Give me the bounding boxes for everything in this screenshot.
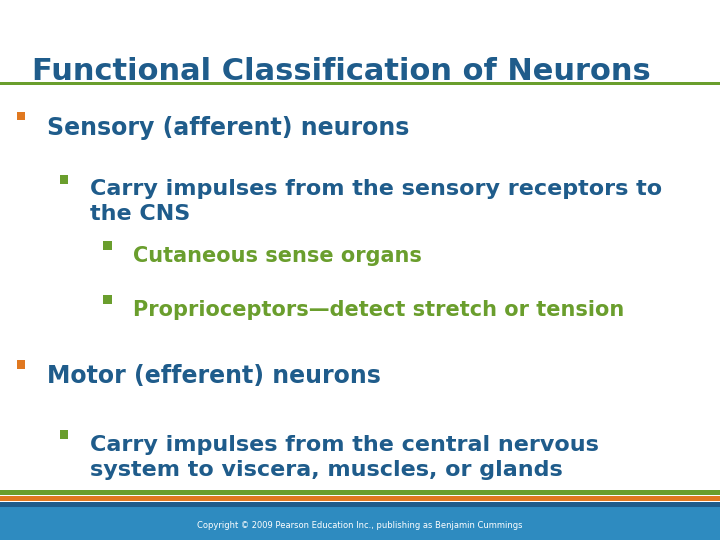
Text: Carry impulses from the sensory receptors to
the CNS: Carry impulses from the sensory receptor… <box>90 179 662 224</box>
Bar <box>60 175 68 184</box>
Bar <box>0 507 720 540</box>
Text: Proprioceptors—detect stretch or tension: Proprioceptors—detect stretch or tension <box>133 300 624 320</box>
Bar <box>103 241 112 250</box>
Bar <box>103 295 112 304</box>
Bar <box>17 360 25 369</box>
Bar <box>0 490 720 495</box>
Text: Motor (efferent) neurons: Motor (efferent) neurons <box>47 364 381 388</box>
Bar <box>0 502 720 507</box>
Bar <box>0 82 720 85</box>
Bar <box>0 496 720 501</box>
Text: Carry impulses from the central nervous
system to viscera, muscles, or glands: Carry impulses from the central nervous … <box>90 435 599 480</box>
Text: Cutaneous sense organs: Cutaneous sense organs <box>133 246 422 266</box>
Text: Functional Classification of Neurons: Functional Classification of Neurons <box>32 57 651 86</box>
Text: Sensory (afferent) neurons: Sensory (afferent) neurons <box>47 116 409 140</box>
Text: Copyright © 2009 Pearson Education Inc., publishing as Benjamin Cummings: Copyright © 2009 Pearson Education Inc.,… <box>197 522 523 530</box>
Bar <box>17 112 25 120</box>
Bar <box>0 507 720 509</box>
Bar <box>60 430 68 439</box>
